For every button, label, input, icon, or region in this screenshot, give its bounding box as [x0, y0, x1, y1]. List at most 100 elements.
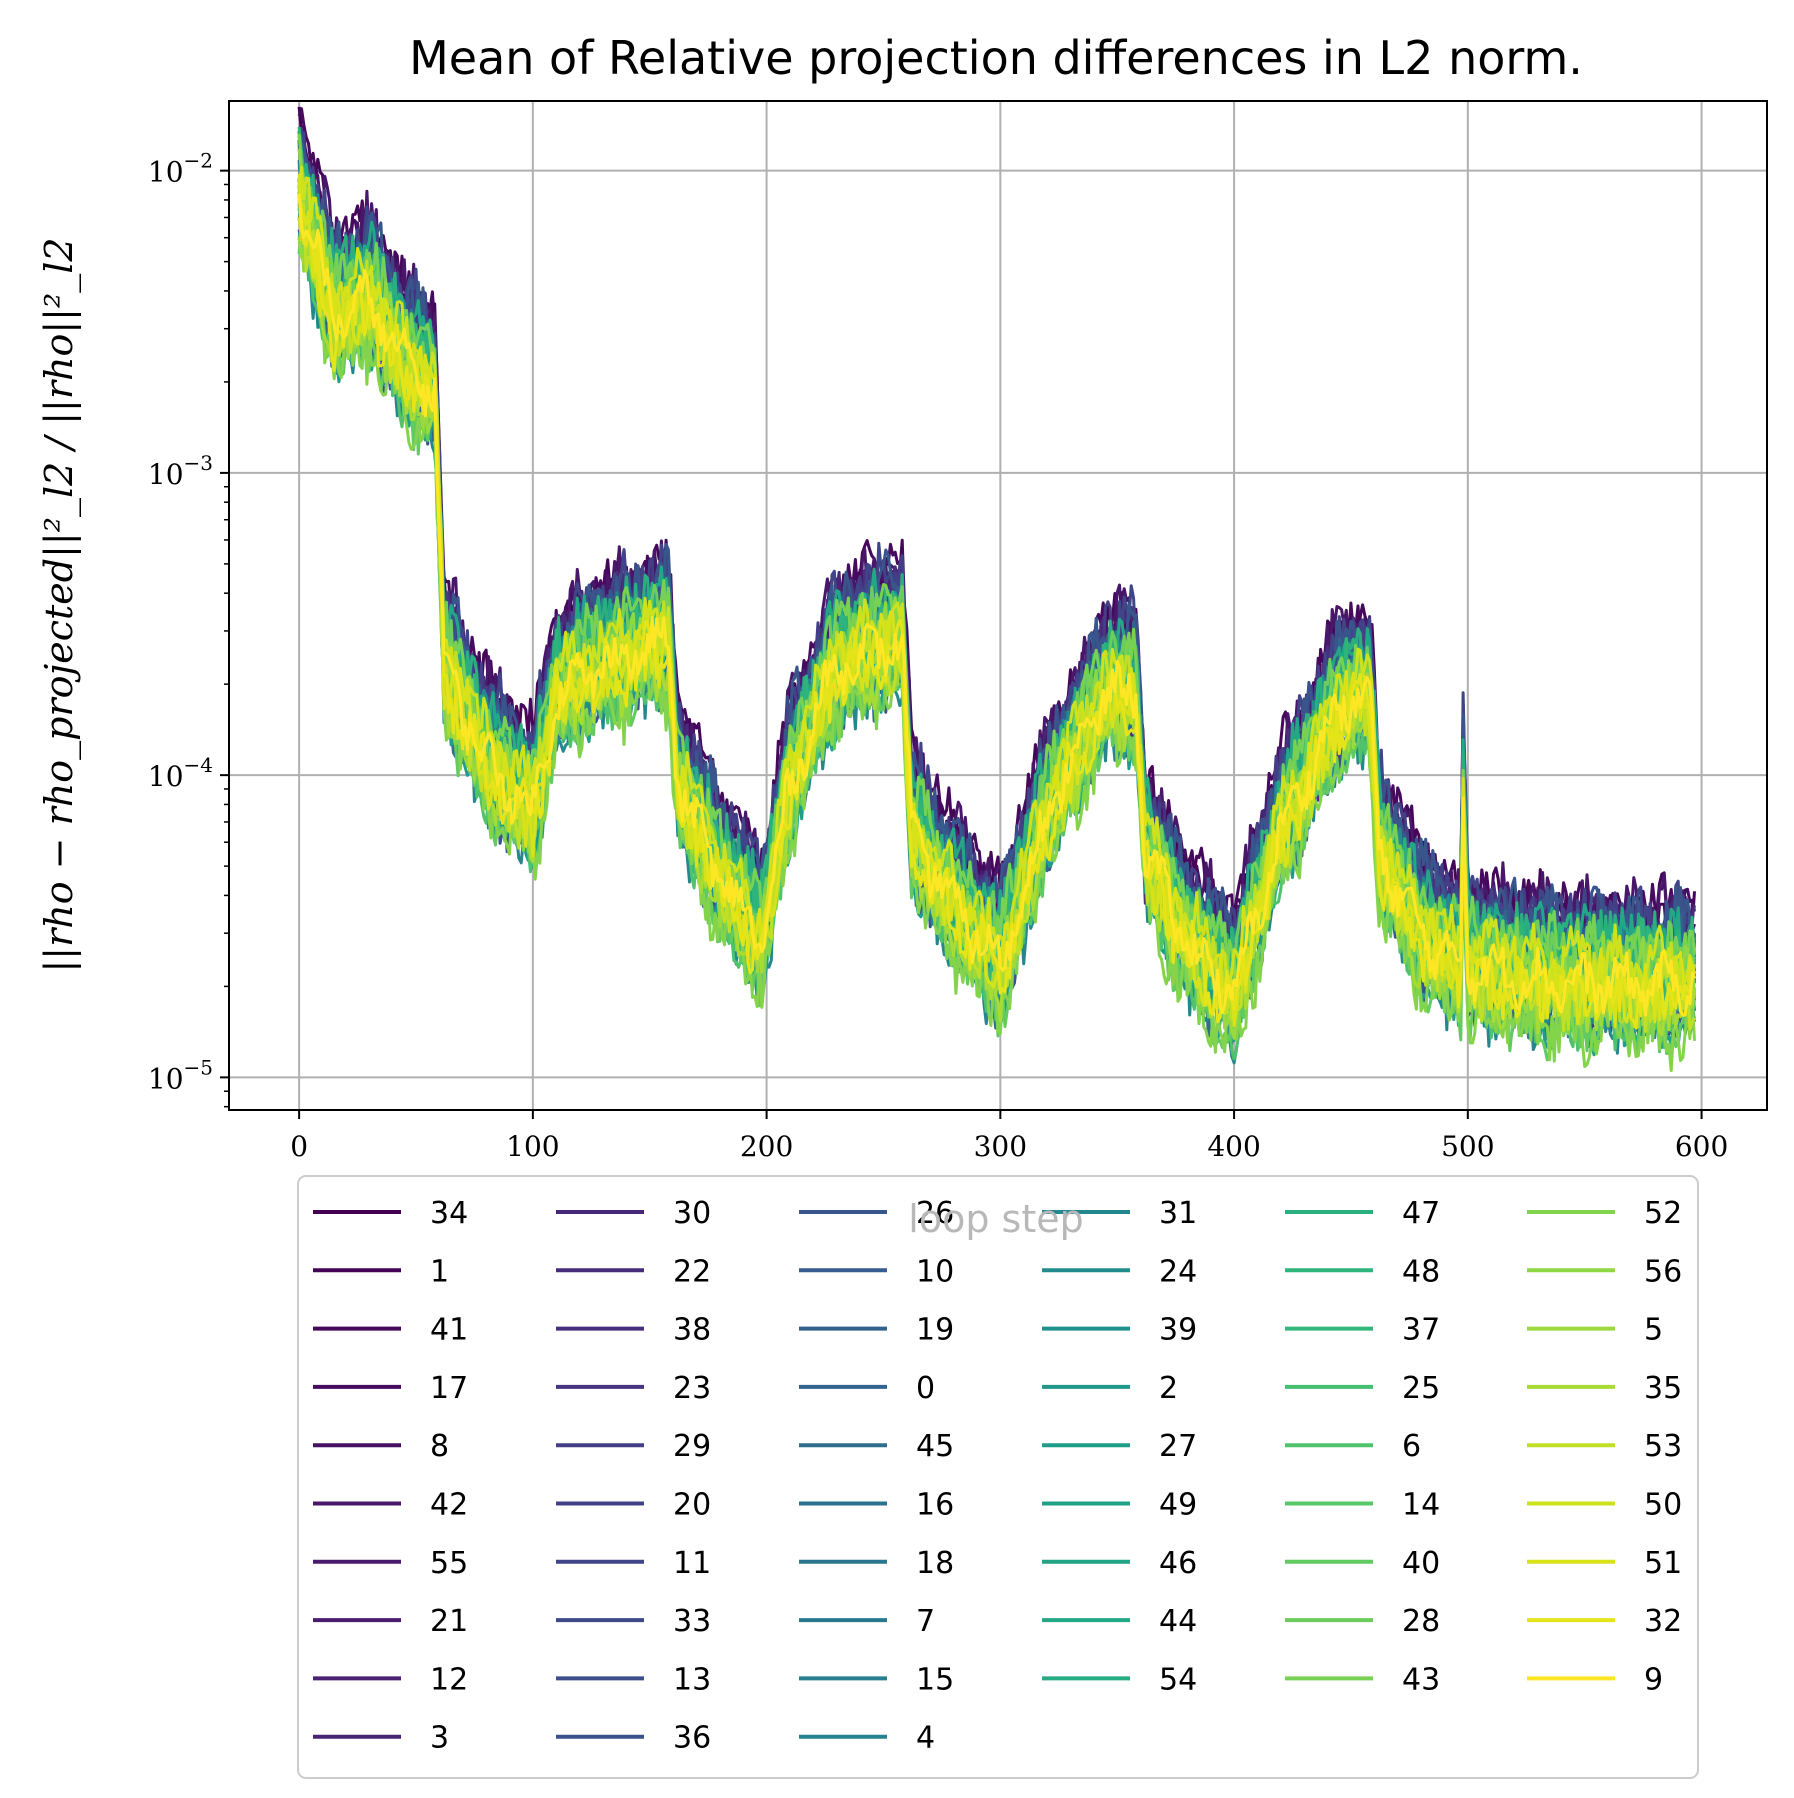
legend-label: 15: [916, 1662, 954, 1697]
x-axis-label: loop step: [908, 1197, 1083, 1241]
x-axis-ticks: 0 100 200 300 400 500 600: [290, 1110, 1728, 1163]
legend-entry-19: 19: [799, 1313, 954, 1348]
legend-entry-17: 17: [313, 1371, 468, 1406]
legend-label: 13: [673, 1662, 711, 1697]
legend-entry-0: 0: [799, 1371, 935, 1406]
legend-entry-34: 34: [313, 1196, 468, 1231]
legend-entry-6: 6: [1285, 1429, 1421, 1464]
legend-entry-53: 53: [1527, 1429, 1682, 1464]
legend-label: 30: [673, 1196, 711, 1231]
legend-label: 44: [1159, 1604, 1197, 1639]
legend-label: 14: [1402, 1488, 1440, 1523]
legend-label: 11: [673, 1546, 711, 1581]
legend-entry-5: 5: [1527, 1313, 1663, 1348]
legend-label: 1: [430, 1254, 449, 1289]
y-tick-label: 10−3: [148, 451, 213, 491]
legend-entry-31: 31: [1042, 1196, 1197, 1231]
legend-label: 40: [1402, 1546, 1440, 1581]
legend-label: 52: [1644, 1196, 1682, 1231]
legend-entry-40: 40: [1285, 1546, 1440, 1581]
legend-label: 50: [1644, 1488, 1682, 1523]
legend-entry-49: 49: [1042, 1488, 1197, 1523]
x-tick-label: 500: [1441, 1130, 1494, 1163]
legend-entry-54: 54: [1042, 1662, 1197, 1697]
legend-entry-20: 20: [556, 1488, 711, 1523]
legend-entry-15: 15: [799, 1662, 954, 1697]
legend-entry-13: 13: [556, 1662, 711, 1697]
legend-entry-29: 29: [556, 1429, 711, 1464]
legend-label: 31: [1159, 1196, 1197, 1231]
legend-label: 19: [916, 1313, 954, 1348]
legend-entry-23: 23: [556, 1371, 711, 1406]
y-tick-label: 10−5: [148, 1055, 213, 1095]
legend-label: 12: [430, 1662, 468, 1697]
legend-entry-14: 14: [1285, 1488, 1440, 1523]
legend-label: 42: [430, 1488, 468, 1523]
legend-entry-32: 32: [1527, 1604, 1682, 1639]
legend-label: 36: [673, 1721, 711, 1756]
legend-label: 10: [916, 1254, 954, 1289]
legend-label: 39: [1159, 1313, 1197, 1348]
x-tick-label: 300: [974, 1130, 1027, 1163]
legend-label: 46: [1159, 1546, 1197, 1581]
legend-entry-18: 18: [799, 1546, 954, 1581]
legend-label: 56: [1644, 1254, 1682, 1289]
legend-label: 25: [1402, 1371, 1440, 1406]
legend-entry-4: 4: [799, 1721, 935, 1756]
legend-label: 53: [1644, 1429, 1682, 1464]
legend-label: 35: [1644, 1371, 1682, 1406]
legend-label: 43: [1402, 1662, 1440, 1697]
x-tick-label: 100: [506, 1130, 559, 1163]
y-axis-label: ||rho − rho_projected||²_l2 / ||rho||²_l…: [37, 237, 82, 972]
legend-label: 18: [916, 1546, 954, 1581]
legend-label: 54: [1159, 1662, 1197, 1697]
legend-entry-9: 9: [1527, 1662, 1663, 1697]
legend-label: 55: [430, 1546, 468, 1581]
legend-entry-35: 35: [1527, 1371, 1682, 1406]
legend-label: 28: [1402, 1604, 1440, 1639]
x-tick-label: 0: [290, 1130, 308, 1163]
legend-label: 45: [916, 1429, 954, 1464]
series-line-9: [297, 193, 1696, 1017]
legend-label: 41: [430, 1313, 468, 1348]
legend-entry-42: 42: [313, 1488, 468, 1523]
legend-label: 22: [673, 1254, 711, 1289]
legend-label: 29: [673, 1429, 711, 1464]
legend-entry-24: 24: [1042, 1254, 1197, 1289]
legend-label: 37: [1402, 1313, 1440, 1348]
legend: 3414117842552112330223823292011331336261…: [297, 1175, 1699, 1779]
legend-entry-48: 48: [1285, 1254, 1440, 1289]
y-axis-ticks: 10−5 10−4 10−3 10−2: [148, 149, 229, 1108]
legend-label: 34: [430, 1196, 468, 1231]
legend-label: 48: [1402, 1254, 1440, 1289]
legend-entry-47: 47: [1285, 1196, 1440, 1231]
legend-entry-22: 22: [556, 1254, 711, 1289]
legend-entry-27: 27: [1042, 1429, 1197, 1464]
legend-label: 3: [430, 1721, 449, 1756]
legend-label: 16: [916, 1488, 954, 1523]
legend-label: 2: [1159, 1371, 1178, 1406]
legend-entry-45: 45: [799, 1429, 954, 1464]
legend-entry-46: 46: [1042, 1546, 1197, 1581]
legend-label: 17: [430, 1371, 468, 1406]
legend-label: 33: [673, 1604, 711, 1639]
legend-label: 32: [1644, 1604, 1682, 1639]
legend-entry-21: 21: [313, 1604, 468, 1639]
legend-entry-11: 11: [556, 1546, 711, 1581]
legend-entry-30: 30: [556, 1196, 711, 1231]
y-tick-label: 10−2: [148, 149, 213, 189]
legend-label: 20: [673, 1488, 711, 1523]
legend-entry-7: 7: [799, 1604, 935, 1639]
legend-entry-39: 39: [1042, 1313, 1197, 1348]
legend-label: 5: [1644, 1313, 1663, 1348]
legend-label: 24: [1159, 1254, 1197, 1289]
plot-frame: [228, 100, 1768, 1111]
legend-entry-2: 2: [1042, 1371, 1178, 1406]
legend-entry-33: 33: [556, 1604, 711, 1639]
series-lines: [297, 106, 1696, 1072]
legend-entry-16: 16: [799, 1488, 954, 1523]
legend-entry-8: 8: [313, 1429, 449, 1464]
grid-lines: [229, 101, 1767, 1110]
legend-entry-26: 26: [799, 1196, 954, 1231]
legend-entry-55: 55: [313, 1546, 468, 1581]
